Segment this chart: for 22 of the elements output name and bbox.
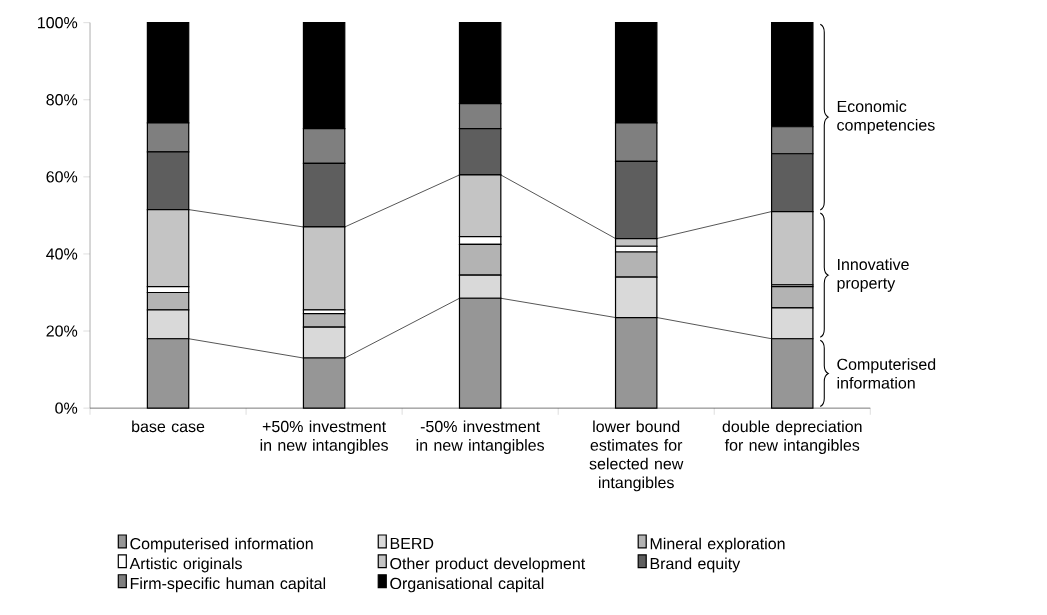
x-tick-label: -50% investment in new intangibles (416, 420, 545, 455)
legend-label: Other product development (390, 557, 586, 573)
y-tick-label: 40% (46, 248, 78, 260)
legend-label: Firm-specific human capital (130, 577, 326, 593)
y-tick-label: 20% (46, 325, 78, 337)
legend-label: Artistic originals (129, 557, 242, 573)
y-tick-label: 60% (46, 171, 78, 183)
legend-label: Computerised information (130, 537, 313, 553)
annotation: Innovative property (837, 258, 909, 293)
legend-label: Mineral exploration (650, 537, 785, 553)
annotation: Economic competencies (837, 100, 935, 134)
legend-label: BERD (390, 537, 434, 549)
legend-label: Brand equity (650, 557, 741, 573)
y-tick-label: 0% (55, 402, 78, 414)
x-tick-label: lower bound estimates for selected new intangibles (589, 420, 684, 492)
annotation: Computerised information (837, 358, 936, 389)
x-tick-label: +50% investment in new intangibles (260, 420, 388, 455)
y-tick-label: 100% (38, 17, 78, 29)
y-tick-label: 80% (46, 94, 78, 106)
x-tick-label: double depreciation for new intangibles (722, 420, 862, 455)
x-tick-label: base case (132, 420, 205, 433)
legend-label: Organisational capital (390, 577, 544, 593)
